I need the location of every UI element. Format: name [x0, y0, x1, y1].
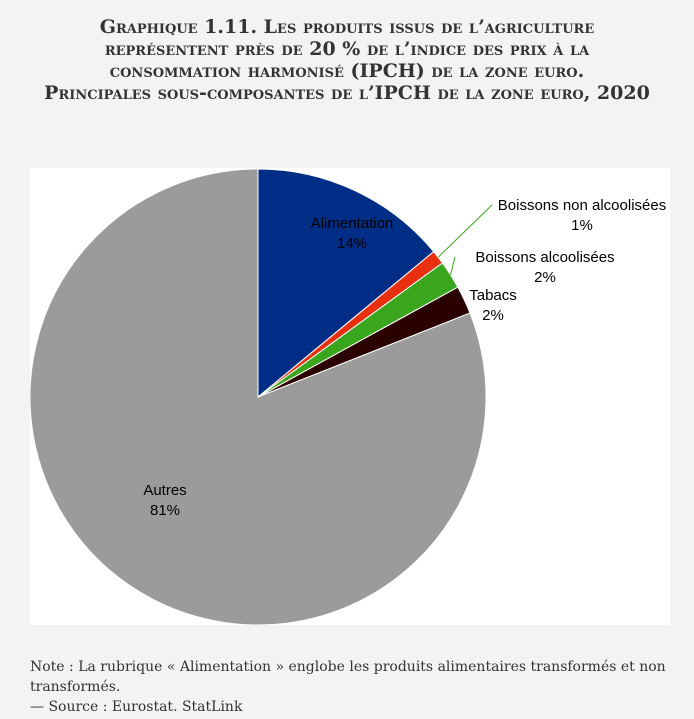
- data-label: Tabacs 2%: [469, 287, 517, 324]
- value-label: 14%: [337, 235, 367, 252]
- leader-line: [437, 204, 493, 258]
- chart-subtitle: Principales sous-composantes de l’IPCH d…: [44, 82, 650, 104]
- value-label: 2%: [534, 269, 556, 286]
- chart-title: Graphique 1.11. Les produits issus de l’…: [99, 16, 595, 82]
- header: Graphique 1.11. Les produits issus de l’…: [40, 16, 654, 104]
- source: — Source : Eurostat. StatLink: [30, 699, 243, 715]
- category-label: Alimentation: [311, 215, 394, 232]
- value-label: 2%: [482, 307, 504, 324]
- note: Note : La rubrique « Alimentation » engl…: [30, 659, 666, 695]
- data-label: Autres 81%: [143, 482, 186, 519]
- data-label: Boissons non alcoolisées 1%: [498, 197, 666, 234]
- pie-slice: [257, 168, 435, 399]
- data-label: Boissons alcoolisées 2%: [475, 249, 614, 286]
- value-label: 1%: [571, 217, 593, 234]
- chart: Alimentation 14% Boissons non alcoolisées 1…: [30, 168, 670, 625]
- category-label: Autres: [143, 482, 186, 499]
- leader-line: [450, 256, 456, 275]
- value-label: 81%: [150, 502, 180, 519]
- category-label: Tabacs: [469, 287, 517, 304]
- footer: Note : La rubrique « Alimentation » engl…: [30, 657, 670, 717]
- category-label: Boissons alcoolisées: [475, 249, 614, 266]
- data-label: Alimentation 14%: [311, 215, 394, 252]
- category-label: Boissons non alcoolisées: [498, 197, 666, 214]
- pie-slice: [30, 168, 487, 625]
